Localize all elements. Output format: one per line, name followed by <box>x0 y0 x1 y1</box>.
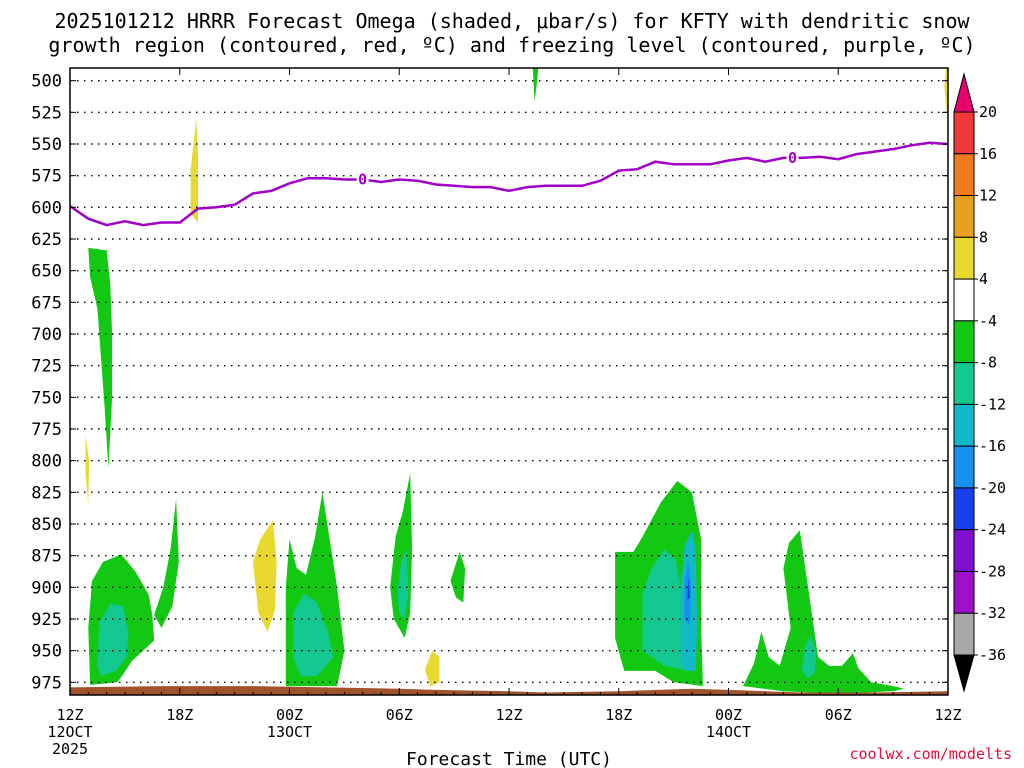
omega-region <box>424 650 440 687</box>
y-tick-label: 925 <box>31 610 62 630</box>
y-tick-label: 900 <box>31 578 62 598</box>
freezing-level-label: 0 <box>358 170 367 188</box>
freezing-level-line: 00 <box>69 141 949 227</box>
colorbar-swatch <box>953 612 975 656</box>
omega-region <box>450 551 466 603</box>
colorbar-swatch <box>953 111 975 155</box>
colorbar-swatch <box>953 278 975 322</box>
colorbar-label: -24 <box>979 521 1006 539</box>
colorbar-label: 20 <box>979 103 997 121</box>
y-tick-label: 550 <box>31 135 62 155</box>
x-tick-label: 13OCT <box>267 723 312 741</box>
colorbar-label: 4 <box>979 270 988 288</box>
colorbar-top-arrow <box>953 72 975 113</box>
colorbar-label: -32 <box>979 604 1006 622</box>
y-tick-label: 800 <box>31 452 62 472</box>
x-tick-label: 00Z <box>715 706 742 724</box>
colorbar-label: 16 <box>979 145 997 163</box>
omega-region <box>642 549 689 671</box>
omega-region <box>252 520 277 632</box>
colorbar-swatch <box>953 153 975 197</box>
y-tick-label: 575 <box>31 167 62 187</box>
colorbar-swatch <box>953 236 975 280</box>
x-tick-label: 00Z <box>276 706 303 724</box>
y-tick-label: 650 <box>31 262 62 282</box>
grid-lines <box>70 79 948 684</box>
y-tick-label: 775 <box>31 420 62 440</box>
x-tick-label: 06Z <box>825 706 852 724</box>
y-axis: 500 525 550 575 600 625 650 675 700 725 750 775 800 8… <box>31 72 948 693</box>
colorbar-swatch <box>953 195 975 238</box>
plot-border <box>69 67 949 696</box>
colorbar-swatch <box>953 403 975 447</box>
colorbar-label: -28 <box>979 562 1006 580</box>
omega-region <box>293 593 334 676</box>
omega-region <box>397 549 409 619</box>
colorbar-bottom-arrow <box>953 654 975 693</box>
y-tick-label: 725 <box>31 357 62 377</box>
omega-fills <box>85 68 948 694</box>
x-tick-label: 14OCT <box>706 723 751 741</box>
x-tick-label: 06Z <box>386 706 413 724</box>
colorbar-label: -36 <box>979 646 1006 664</box>
colorbar: 20 16 12 8 4 -4 -8 -12 -16 -20 -24 -28 -32 -36 <box>953 72 1006 693</box>
y-tick-label: 675 <box>31 293 62 313</box>
omega-region <box>687 577 691 600</box>
x-tick-label: 2025 <box>52 740 88 758</box>
y-tick-label: 875 <box>31 547 62 567</box>
colorbar-label: -4 <box>979 312 997 330</box>
chart-title-line1: 2025101212 HRRR Forecast Omega (shaded, … <box>54 9 970 33</box>
freezing-level-label: 0 <box>788 149 797 167</box>
credit-text[interactable]: coolwx.com/modelts <box>849 745 1012 763</box>
omega-region <box>532 68 539 103</box>
x-tick-label: 12OCT <box>47 723 92 741</box>
y-tick-label: 975 <box>31 673 62 693</box>
omega-region <box>801 635 817 679</box>
y-tick-label: 950 <box>31 642 62 662</box>
colorbar-label: -16 <box>979 437 1006 455</box>
y-tick-label: 825 <box>31 483 62 503</box>
x-axis-title: Forecast Time (UTC) <box>406 749 612 768</box>
colorbar-label: 8 <box>979 228 988 246</box>
y-tick-label: 525 <box>31 103 62 123</box>
y-tick-label: 750 <box>31 388 62 408</box>
y-tick-label: 700 <box>31 325 62 345</box>
colorbar-swatch <box>953 445 975 489</box>
colorbar-swatch <box>953 362 975 405</box>
omega-region <box>154 498 179 628</box>
colorbar-swatch <box>953 320 975 364</box>
y-tick-label: 500 <box>31 72 62 92</box>
x-tick-label: 12Z <box>56 706 83 724</box>
colorbar-label: -12 <box>979 395 1006 413</box>
omega-region <box>85 435 90 505</box>
colorbar-swatch <box>953 529 975 572</box>
contour-label-bg <box>356 170 369 187</box>
omega-region <box>97 603 129 676</box>
plot-frame <box>69 67 949 696</box>
freezing-level-line <box>69 141 949 227</box>
x-tick-label: 18Z <box>605 706 632 724</box>
x-tick-label: 12Z <box>495 706 522 724</box>
colorbar-label: 12 <box>979 187 997 205</box>
colorbar-label: -20 <box>979 479 1006 497</box>
chart-title-line2: growth region (contoured, red, ºC) and f… <box>48 33 976 57</box>
omega-region <box>88 247 113 469</box>
x-tick-label: 12Z <box>934 706 961 724</box>
y-tick-label: 625 <box>31 230 62 250</box>
contour-label-bg <box>786 148 799 165</box>
omega-region <box>743 530 905 694</box>
colorbar-label: -8 <box>979 354 997 372</box>
x-tick-label: 18Z <box>166 706 193 724</box>
colorbar-swatch <box>953 570 975 614</box>
y-tick-label: 850 <box>31 515 62 535</box>
colorbar-swatch <box>953 487 975 531</box>
y-tick-label: 600 <box>31 198 62 218</box>
